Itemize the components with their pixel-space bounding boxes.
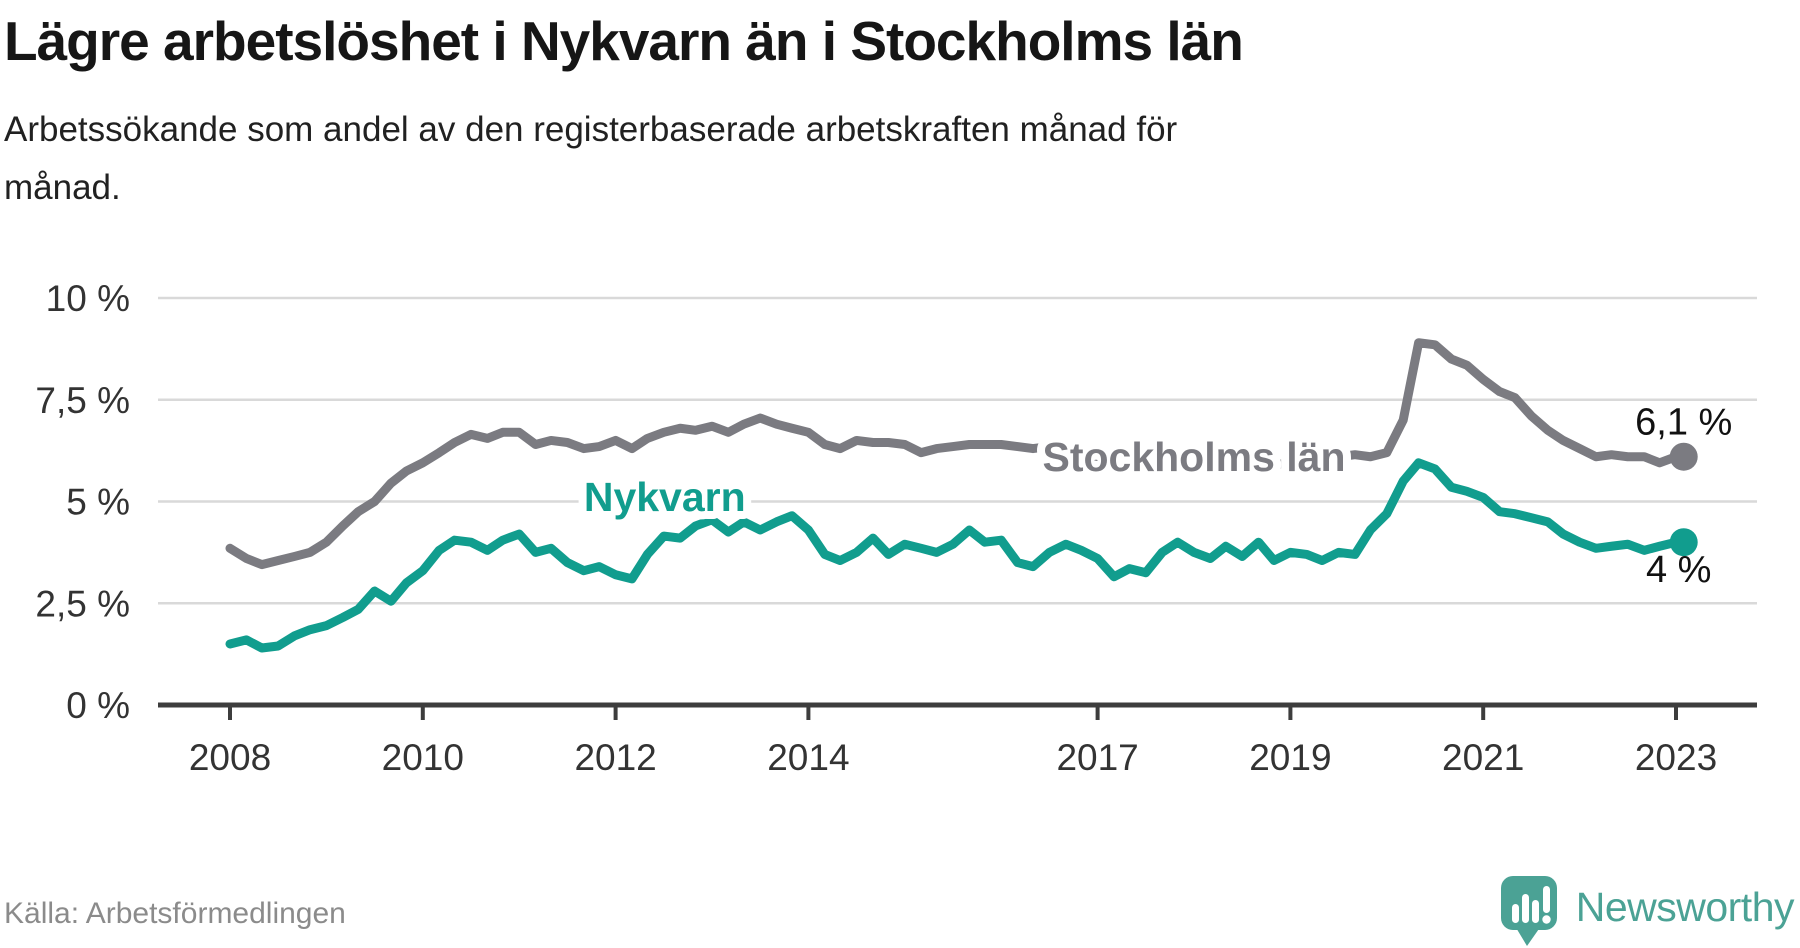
x-axis-label-2014: 2014 — [767, 737, 849, 778]
x-axis-label-2017: 2017 — [1056, 737, 1138, 778]
series-end-dot-1 — [1669, 528, 1698, 557]
y-axis-label-2.5: 2,5 % — [35, 583, 130, 624]
series-label-0: Stockholms län — [1042, 434, 1345, 480]
series-line-0 — [225, 338, 1689, 570]
subtitle-line-1: Arbetssökande som andel av den registerb… — [4, 110, 1178, 150]
source-note: Källa: Arbetsförmedlingen — [4, 897, 346, 930]
page-title: Lägre arbetslöshet i Nykvarn än i Stockh… — [4, 10, 1244, 72]
y-axis-label-0: 0 % — [66, 685, 130, 726]
newsworthy-logo: Newsworthy — [1500, 874, 1795, 948]
x-axis-label-2019: 2019 — [1249, 737, 1331, 778]
logo-exclamation-bar — [1542, 886, 1550, 913]
series-label-1: Nykvarn — [584, 474, 746, 520]
logo-bar-3 — [1531, 900, 1539, 923]
x-axis-label-2012: 2012 — [574, 737, 656, 778]
page-subtitle: Arbetssökande som andel av den registerb… — [4, 101, 1800, 217]
logo-bubble-tail — [1514, 926, 1541, 946]
y-axis-label-7.5: 7,5 % — [35, 380, 130, 421]
y-axis-label-10: 10 % — [46, 278, 130, 319]
value-label-0: 6,1 % — [1635, 402, 1732, 444]
value-label-1: 4 % — [1646, 549, 1711, 591]
logo-bar-1 — [1511, 904, 1519, 923]
x-axis-label-2010: 2010 — [382, 737, 464, 778]
subtitle-line-2: månad. — [4, 168, 121, 208]
logo-exclamation-dot — [1542, 915, 1551, 924]
logo-bar-2 — [1521, 894, 1529, 923]
brand-name: Newsworthy — [1575, 884, 1795, 930]
x-axis-label-2008: 2008 — [189, 737, 271, 778]
series-line-1 — [225, 458, 1689, 653]
x-axis-label-2021: 2021 — [1442, 737, 1524, 778]
series-end-dot-0 — [1669, 442, 1698, 471]
y-axis-label-5: 5 % — [66, 482, 130, 523]
newsworthy-bubble-chart-icon — [1500, 876, 1557, 946]
x-axis-label-2023: 2023 — [1635, 737, 1717, 778]
